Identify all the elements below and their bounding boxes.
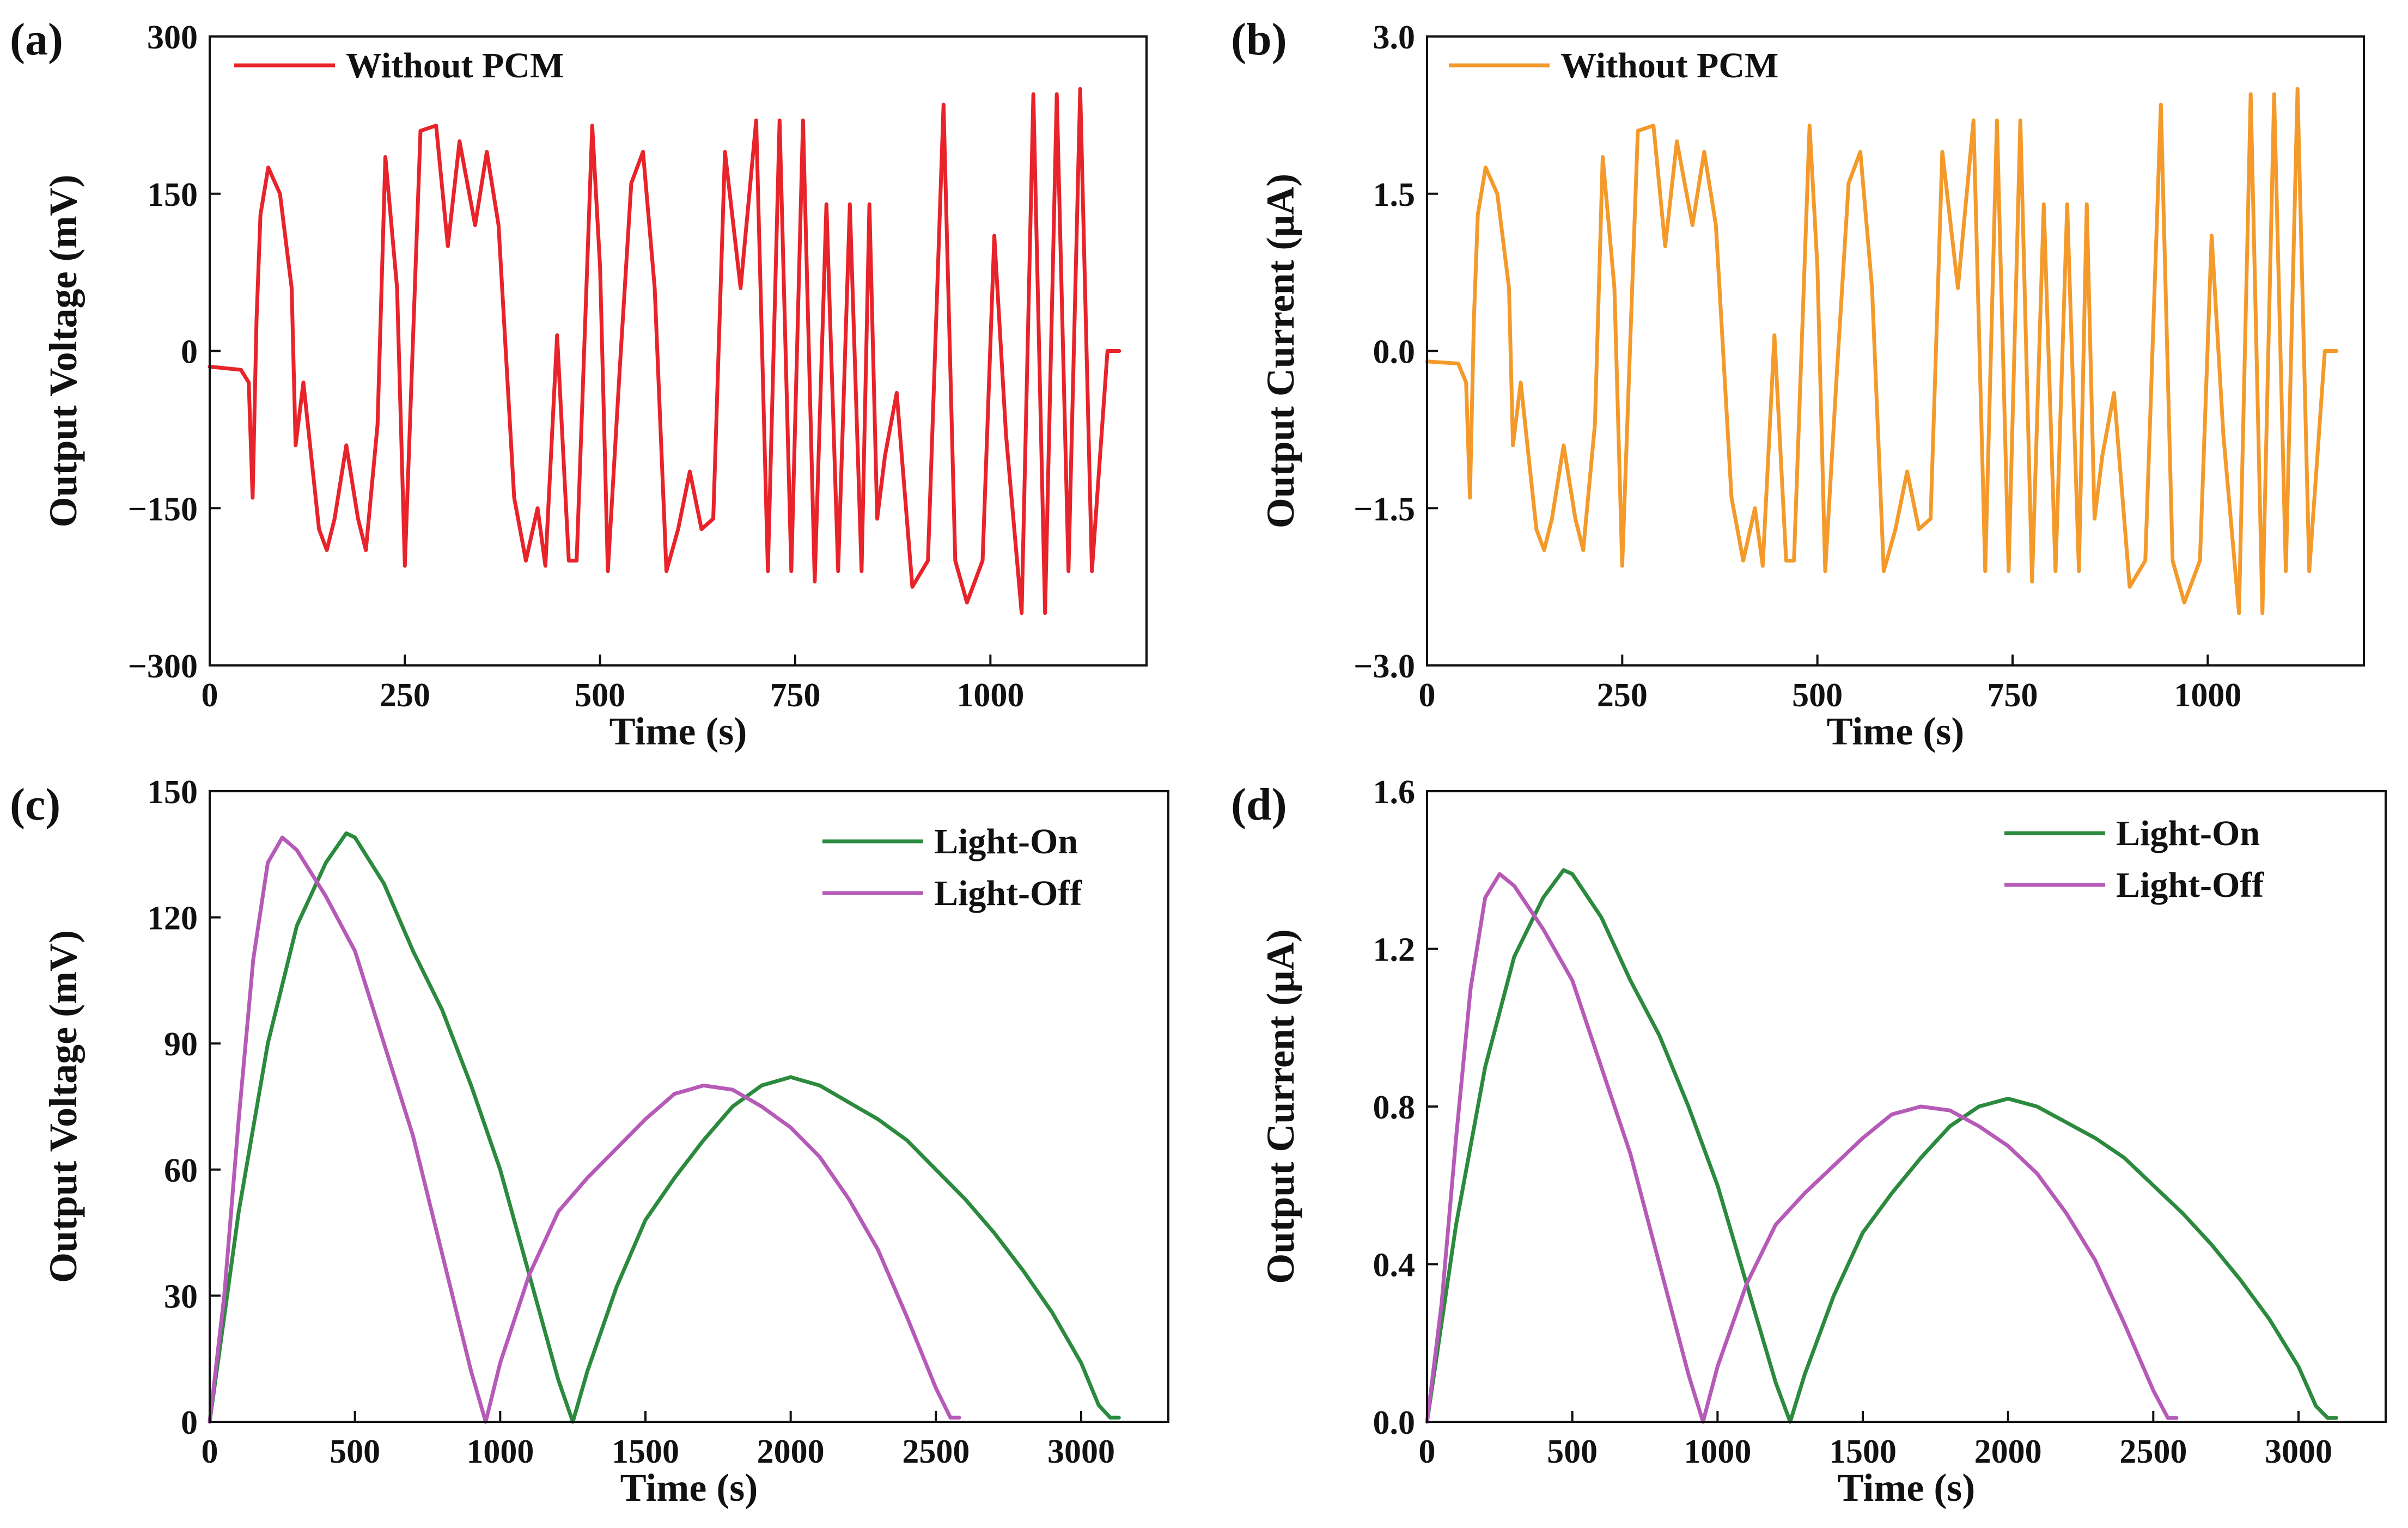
x-tick-label-c: 500: [330, 1433, 380, 1470]
x-tick-label-c: 2000: [757, 1433, 825, 1470]
legend-label-d-0: Light-On: [2116, 814, 2260, 853]
y-tick-label-d: 1.6: [1373, 774, 1416, 811]
x-tick-label-a: 250: [380, 677, 430, 714]
x-axis-title-c: Time (s): [620, 1466, 758, 1509]
x-tick-label-b: 250: [1597, 677, 1648, 714]
y-tick-label-d: 0.4: [1373, 1247, 1416, 1284]
x-tick-label-a: 0: [202, 677, 218, 714]
panel-label-c: (c): [10, 779, 60, 830]
series-line-d-1: [1425, 872, 2179, 1424]
plot-frame-a: [209, 35, 1148, 667]
x-tick-label-c: 1500: [612, 1433, 679, 1470]
y-tick-label-c: 0: [181, 1404, 198, 1441]
y-tick-label-c: 30: [164, 1278, 198, 1315]
x-axis-title-a: Time (s): [609, 710, 747, 753]
x-tick-label-a: 1000: [956, 677, 1024, 714]
x-tick-label-d: 1000: [1684, 1433, 1751, 1470]
legend-label-a-0: Without PCM: [346, 46, 564, 85]
panel-label-a: (a): [10, 14, 63, 65]
x-tick-label-c: 1000: [466, 1433, 534, 1470]
x-tick-label-a: 500: [575, 677, 625, 714]
y-tick-label-a: 300: [147, 19, 198, 56]
series-line-d-0: [1425, 868, 2338, 1424]
legend-label-c-0: Light-On: [934, 822, 1078, 861]
y-tick-label-b: 3.0: [1373, 19, 1416, 56]
y-tick-label-a: 0: [181, 334, 198, 371]
x-tick-label-b: 1000: [2174, 677, 2241, 714]
y-axis-title-b: Output Current (μA): [1259, 174, 1302, 528]
x-tick-label-b: 500: [1792, 677, 1843, 714]
chart-panel-d: (d) 0 500 1000 1500 2000 2500 3000 0.0 0.4 0.8 1.2 1…: [1231, 774, 2387, 1509]
y-tick-label-c: 120: [147, 900, 198, 937]
series-line-c-0: [208, 831, 1121, 1424]
y-axis-title-d: Output Current (μA): [1259, 929, 1302, 1283]
panel-label-d: (d): [1231, 779, 1287, 830]
x-tick-label-b: 750: [1988, 677, 2038, 714]
panel-label-b: (b): [1231, 14, 1287, 65]
y-tick-label-c: 60: [164, 1152, 198, 1189]
legend-label-c-1: Light-Off: [934, 873, 1082, 913]
series-line-b-0: [1425, 87, 2339, 615]
x-tick-label-c: 3000: [1047, 1433, 1115, 1470]
chart-panel-a: (a) 0 250 500 750 1000 −300 −150 0 150 300 Time (s)…: [10, 14, 1148, 753]
y-tick-label-b: −1.5: [1354, 491, 1415, 528]
y-axis-title-a: Output Voltage (mV): [41, 174, 85, 527]
x-tick-label-d: 500: [1547, 1433, 1598, 1470]
x-tick-label-a: 750: [770, 677, 821, 714]
y-tick-label-c: 150: [147, 774, 198, 811]
x-tick-label-d: 3000: [2265, 1433, 2332, 1470]
y-tick-label-a: −150: [128, 491, 198, 528]
x-tick-label-d: 0: [1419, 1433, 1436, 1470]
y-tick-label-a: 150: [147, 176, 198, 213]
x-tick-label-b: 0: [1419, 677, 1436, 714]
x-tick-label-d: 2000: [1974, 1433, 2042, 1470]
x-tick-label-d: 2500: [2119, 1433, 2187, 1470]
y-tick-label-d: 0.8: [1373, 1089, 1416, 1126]
y-tick-label-b: 1.5: [1373, 176, 1416, 213]
x-tick-label-c: 0: [202, 1433, 218, 1470]
y-tick-label-a: −300: [128, 648, 198, 685]
legend-label-b-0: Without PCM: [1560, 46, 1778, 85]
y-tick-label-c: 90: [164, 1026, 198, 1063]
chart-panel-b: (b) 0 250 500 750 1000 −3.0 −1.5 0.0 1.5 3.0 Time (…: [1231, 14, 2365, 753]
x-tick-label-d: 1500: [1829, 1433, 1897, 1470]
y-tick-label-b: −3.0: [1354, 648, 1415, 685]
x-axis-title-b: Time (s): [1827, 710, 1965, 753]
y-tick-label-d: 0.0: [1373, 1404, 1416, 1441]
series-line-c-1: [208, 835, 961, 1424]
series-line-a-0: [208, 87, 1121, 615]
x-tick-label-c: 2500: [902, 1433, 970, 1470]
y-tick-label-b: 0.0: [1373, 334, 1416, 371]
chart-panel-c: (c) 0 500 1000 1500 2000 2500 3000 0 30 60 90 120 150…: [10, 774, 1169, 1509]
y-axis-title-c: Output Voltage (mV): [41, 930, 85, 1283]
y-tick-label-d: 1.2: [1373, 932, 1416, 969]
plot-frame-b: [1426, 35, 2365, 667]
legend-label-d-1: Light-Off: [2116, 865, 2264, 905]
x-axis-title-d: Time (s): [1838, 1466, 1976, 1509]
plot-frame-c: [209, 790, 1169, 1423]
